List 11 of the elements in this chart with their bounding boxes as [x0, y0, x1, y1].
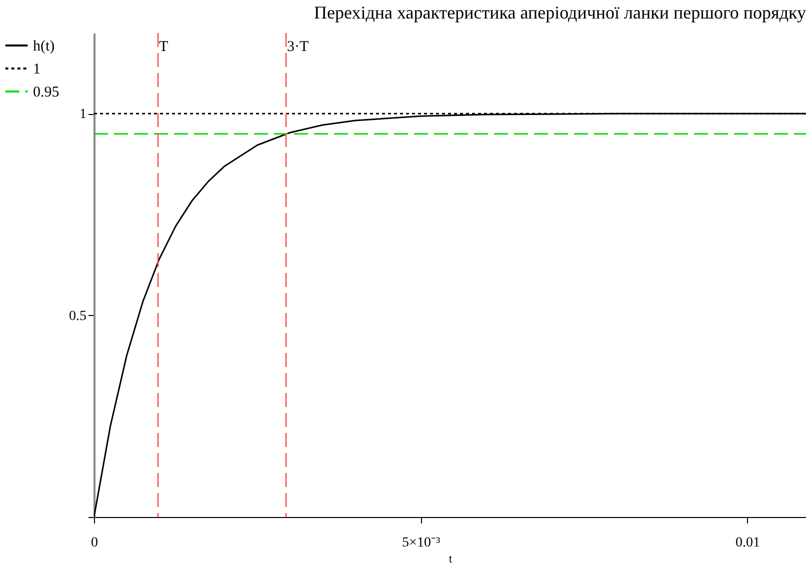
x-tick-label: 0	[91, 536, 98, 550]
ref-line-label: T	[159, 39, 168, 55]
chart-title: Перехідна характеристика аперіодичної ланки першого порядку	[314, 2, 806, 22]
legend-label: h(t)	[33, 38, 55, 54]
legend-label: 0.95	[33, 84, 60, 100]
legend-label: 1	[33, 62, 40, 78]
x-tick-label: 0.01	[735, 536, 760, 550]
x-axis-title: t	[448, 552, 453, 566]
ref-line-label: 3·T	[287, 39, 309, 55]
x-tick-label: 5×10⁻³	[402, 536, 440, 550]
y-tick-label: 0.5	[69, 308, 86, 324]
